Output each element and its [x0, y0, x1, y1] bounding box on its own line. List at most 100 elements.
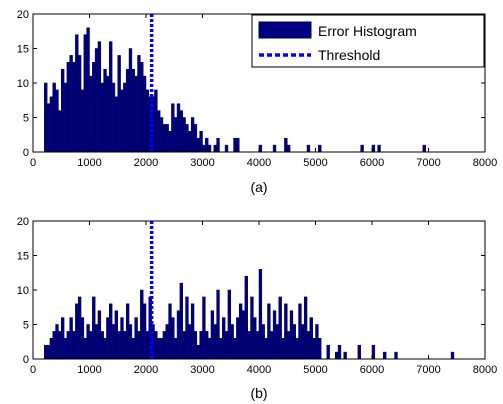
bar-a-29	[125, 68, 130, 153]
bar-b-21	[103, 338, 107, 360]
xtick-label-b-7000: 7000	[416, 364, 440, 376]
bar-b-47	[176, 310, 181, 360]
xtick-label-b-8000: 8000	[473, 364, 497, 376]
bar-b-58	[207, 338, 212, 360]
bar-b-51	[188, 324, 192, 360]
bar-b-19	[97, 310, 102, 360]
legend-entry-histogram: Error Histogram	[318, 23, 417, 39]
bar-b-41	[159, 338, 164, 360]
bar-b-75	[255, 331, 260, 360]
xtick-label-a-1000: 1000	[77, 157, 101, 169]
bar-a-25	[114, 96, 118, 153]
bar-a-33	[137, 55, 141, 153]
xtick-label-b-0: 0	[30, 364, 36, 376]
bar-b-28	[123, 331, 127, 360]
xtick-label-a-4000: 4000	[247, 157, 271, 169]
bar-b-82	[275, 324, 280, 360]
bar-a-11	[75, 34, 79, 153]
bar-a-66	[284, 137, 288, 153]
bar-b-67	[233, 338, 237, 360]
bar-b-49	[182, 331, 186, 360]
bar-b-33	[137, 331, 141, 360]
ytick-label-b-20: 20	[17, 216, 29, 228]
bar-a-17	[92, 62, 96, 153]
bar-a-48	[179, 110, 183, 153]
bar-a-67	[287, 144, 291, 153]
bar-a-6	[61, 68, 65, 153]
bar-b-98	[326, 344, 330, 360]
bar-b-6	[61, 317, 65, 360]
xtick-label-b-6000: 6000	[360, 364, 384, 376]
bar-b-69	[238, 303, 243, 360]
subplot-label-a: (a)	[250, 179, 267, 195]
bar-b-70	[241, 310, 246, 360]
ticks-b: 0 1000 2000 3000 4000 5000 6000 7000 8000 0 5 10 15 2…	[17, 216, 497, 376]
ytick-label-b-10: 10	[17, 285, 29, 297]
legend-swatch-histogram	[258, 21, 312, 39]
xtick-label-b-4000: 4000	[247, 364, 271, 376]
bar-b-85	[284, 303, 288, 360]
bar-b-97	[318, 338, 322, 360]
bar-a-36	[145, 89, 150, 153]
bar-b-13	[80, 317, 85, 360]
xtick-label-a-6000: 6000	[360, 157, 384, 169]
xtick-label-a-5000: 5000	[303, 157, 327, 169]
bar-b-46	[174, 338, 178, 360]
bar-a-68	[306, 144, 311, 153]
bar-a-24	[111, 82, 116, 153]
bar-b-45	[171, 317, 175, 360]
bar-b-53	[193, 331, 198, 360]
bar-a-1	[46, 103, 51, 153]
bar-b-50	[185, 296, 189, 360]
bar-a-46	[174, 117, 178, 153]
histogram-panel-a: 0 1000 2000 3000 4000 5000 6000 7000 8000 0 5 10 15 2…	[17, 9, 497, 195]
ytick-label-a-10: 10	[17, 78, 29, 90]
ticks-a: 0 1000 2000 3000 4000 5000 6000 7000 8000 0 5 10 15 2…	[17, 9, 497, 169]
ytick-label-b-5: 5	[23, 320, 29, 332]
bar-a-73	[422, 144, 426, 153]
bar-b-81	[272, 310, 277, 360]
bar-b-34	[140, 289, 144, 360]
bar-a-18	[94, 48, 99, 153]
bar-b-76	[258, 269, 263, 360]
bar-a-45	[171, 103, 175, 153]
bar-b-30	[128, 324, 133, 360]
bar-a-47	[176, 103, 181, 153]
legend: Error Histogram Threshold	[251, 14, 485, 68]
bar-b-93	[306, 331, 311, 360]
bar-b-8	[66, 331, 70, 360]
bar-b-90	[298, 303, 302, 360]
xtick-label-a-3000: 3000	[190, 157, 214, 169]
bar-a-20	[100, 82, 104, 153]
bar-b-57	[205, 331, 209, 360]
bar-b-35	[142, 303, 147, 360]
bar-b-56	[202, 296, 206, 360]
bar-a-72	[377, 144, 381, 153]
bar-b-42	[162, 331, 167, 360]
ytick-label-a-5: 5	[23, 113, 29, 125]
bar-a-42	[162, 124, 167, 153]
bar-b-105	[394, 351, 398, 360]
bar-a-57	[205, 137, 209, 153]
bar-b-102	[357, 344, 361, 360]
bar-b-59	[210, 310, 215, 360]
xtick-label-b-3000: 3000	[190, 364, 214, 376]
bar-b-87	[289, 310, 294, 360]
bar-a-22	[106, 75, 110, 153]
bar-b-44	[168, 303, 172, 360]
bar-b-54	[196, 344, 200, 360]
bar-a-3	[52, 82, 56, 153]
bar-b-12	[77, 296, 82, 360]
ytick-label-a-15: 15	[17, 44, 29, 56]
bar-b-91	[301, 324, 305, 360]
bar-b-99	[335, 351, 339, 360]
bar-a-69	[318, 144, 322, 153]
bar-b-48	[179, 282, 183, 360]
bar-a-27	[120, 89, 124, 153]
bar-a-53	[193, 124, 198, 153]
bar-b-2	[49, 338, 54, 360]
bar-b-18	[94, 324, 99, 360]
bar-b-79	[267, 303, 271, 360]
bar-b-52	[190, 303, 195, 360]
xtick-label-a-2000: 2000	[134, 157, 158, 169]
